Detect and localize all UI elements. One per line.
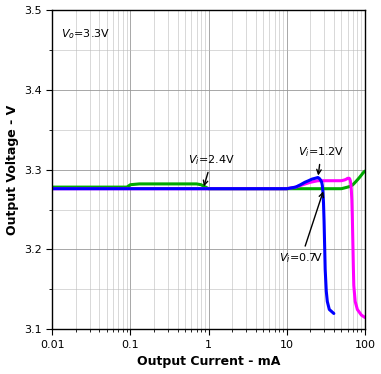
Text: $V_i$=1.2V: $V_i$=1.2V	[298, 145, 344, 174]
Text: $V_i$=2.4V: $V_i$=2.4V	[188, 153, 235, 185]
Y-axis label: Output Voltage - V: Output Voltage - V	[6, 104, 19, 234]
Text: $V_i$=0.7V: $V_i$=0.7V	[279, 193, 323, 265]
X-axis label: Output Current - mA: Output Current - mA	[137, 355, 280, 368]
Text: $V_o$=3.3V: $V_o$=3.3V	[61, 28, 110, 42]
